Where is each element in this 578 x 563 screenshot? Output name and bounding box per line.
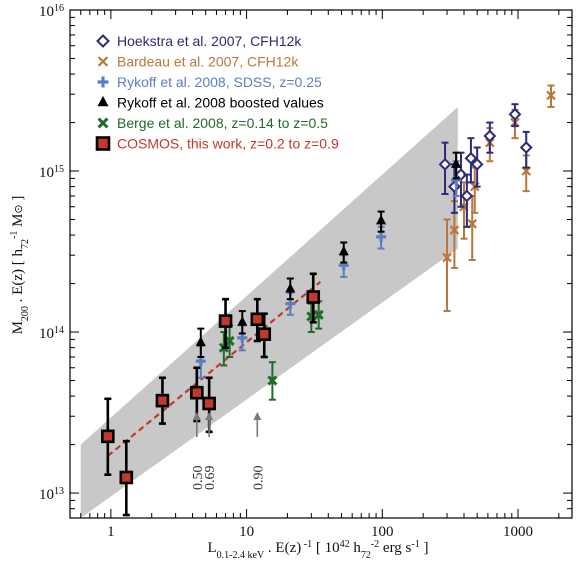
annotation-label-0: 0.50 [191, 466, 206, 491]
rykoff_boost-point-5 [451, 158, 462, 168]
rykoff_boost-point-0 [195, 336, 206, 347]
bardeau-point-0 [442, 252, 452, 263]
series-rykoff_boost [195, 151, 462, 358]
legend-item-rykoff: Rykoff et al. 2008, SDSS, z=0.25 [97, 74, 322, 90]
hoekstra-point-3 [460, 189, 474, 203]
legend-marker-cosmos [95, 136, 111, 151]
berge-point-4 [313, 309, 324, 320]
hoekstra-point-4 [464, 151, 478, 165]
cosmos-point-2 [155, 393, 170, 408]
y-tick-label-2: 1015 [39, 164, 64, 182]
rykoff-point-4 [376, 231, 387, 242]
annotation-arrowhead-0 [192, 412, 201, 420]
cosmos-point-8 [306, 290, 321, 304]
hoekstra-point-0 [438, 157, 452, 171]
y-tick-label-3: 1016 [39, 3, 64, 21]
annotation-label-2: 0.90 [251, 466, 266, 491]
annotation-arrowhead-2 [253, 412, 262, 420]
cosmos-point-6 [250, 312, 265, 327]
x-tick-label-1: 10 [239, 524, 254, 540]
legend-label-bardeau: Bardeau et al. 2007, CFH12k [117, 54, 299, 70]
legend-item-bardeau: Bardeau et al. 2007, CFH12k [97, 54, 299, 70]
rykoff_boost-point-2 [285, 282, 296, 293]
hoekstra-point-6 [483, 129, 497, 143]
annotation-arrowhead-1 [205, 412, 214, 420]
annotation-label-1: 0.69 [203, 466, 218, 491]
legend-marker-hoekstra [96, 34, 110, 48]
rykoff-point-2 [285, 298, 296, 309]
legend-item-cosmos: COSMOS, this work, z=0.2 to z=0.9 [95, 136, 339, 152]
rykoff_boost-point-3 [338, 245, 349, 256]
legend-label-berge: Berge et al. 2008, z=0.14 to z=0.5 [117, 115, 328, 131]
bardeau-point-1 [449, 225, 460, 235]
uncertainty-band-area [80, 106, 458, 518]
legend-marker-rykoff [97, 76, 109, 88]
hoekstra-point-8 [519, 141, 533, 154]
x-axis-label: L0.1-2.4 keV . E(z) -1 [ 1042 h72-2 erg … [208, 539, 429, 561]
series-bardeau [442, 84, 556, 313]
berge-point-2 [267, 375, 278, 386]
berge-point-1 [224, 335, 235, 347]
legend-marker-rykoff_boost [97, 95, 109, 107]
fit-line [107, 280, 322, 457]
fit-line-dashed [107, 280, 322, 457]
y-tick-label-1: 1014 [39, 325, 64, 343]
series-hoekstra [438, 103, 533, 228]
cosmos-point-4 [202, 396, 216, 411]
legend: Hoekstra et al. 2007, CFH12k Bardeau et a… [95, 33, 339, 152]
uncertainty-band [80, 106, 458, 518]
y-axis-label: M200 . E(z) [ h72-1 M⊙ ] [9, 196, 31, 335]
legend-item-hoekstra: Hoekstra et al. 2007, CFH12k [96, 33, 302, 49]
cosmos-point-3 [190, 385, 204, 400]
rykoff_boost-point-1 [237, 316, 248, 326]
plot-frame [69, 9, 573, 519]
bardeau-point-8 [546, 90, 556, 101]
legend-marker-berge [97, 117, 109, 129]
cosmos-point-0 [101, 429, 115, 444]
axis-ticks: 1 10 100 1000 1013 1014 1015 1016 [39, 3, 572, 540]
cosmos-point-7 [257, 327, 272, 341]
legend-label-rykoff_boost: Rykoff et al. 2008 boosted values [117, 95, 324, 111]
data-points [101, 84, 556, 517]
x-tick-label-0: 1 [107, 524, 115, 540]
redshift-annotations: 0.500.69 0.90 [191, 412, 266, 490]
legend-label-cosmos: COSMOS, this work, z=0.2 to z=0.9 [117, 136, 339, 152]
legend-item-rykoff_boost: Rykoff et al. 2008 boosted values [97, 95, 324, 111]
legend-item-berge: Berge et al. 2008, z=0.14 to z=0.5 [97, 115, 328, 131]
cosmos-point-5 [218, 314, 233, 328]
y-tick-label-0: 1013 [39, 486, 64, 504]
legend-marker-bardeau [97, 56, 109, 67]
series-berge [218, 300, 324, 401]
legend-label-rykoff: Rykoff et al. 2008, SDSS, z=0.25 [117, 74, 322, 90]
hoekstra-point-7 [508, 107, 522, 121]
series-cosmos [101, 272, 321, 517]
rykoff-point-1 [237, 332, 248, 343]
rykoff_boost-point-4 [376, 214, 387, 225]
x-tick-label-2: 100 [371, 524, 394, 540]
x-tick-label-3: 1000 [503, 524, 533, 540]
legend-label-hoekstra: Hoekstra et al. 2007, CFH12k [117, 33, 302, 49]
hoekstra-point-5 [470, 157, 484, 171]
cosmos-point-1 [119, 470, 134, 485]
